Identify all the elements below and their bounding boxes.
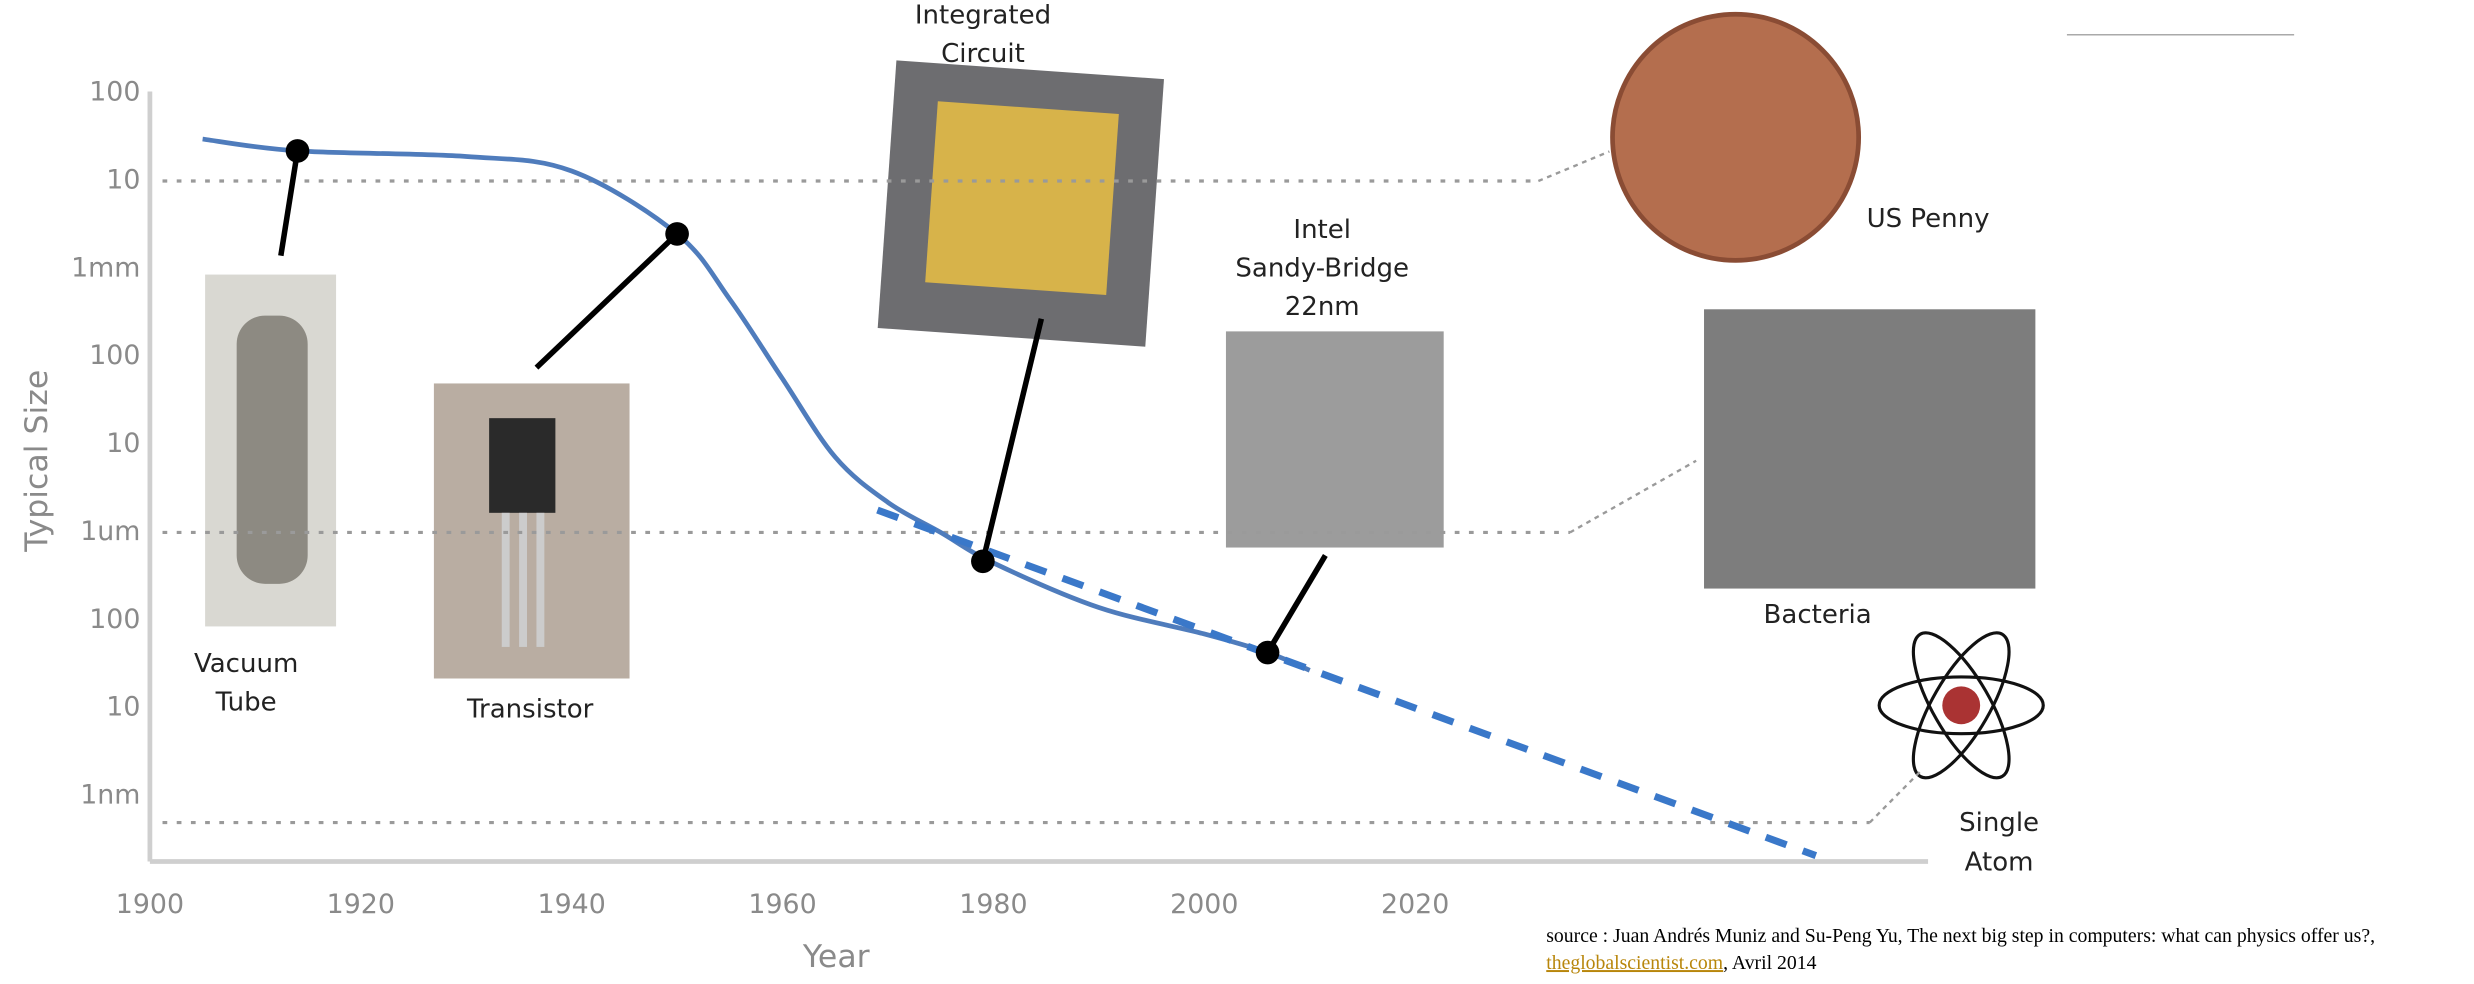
vacuum-tube-glass	[236, 315, 308, 584]
milestone-label: 22nm	[1285, 292, 1360, 322]
milestone-point	[1255, 640, 1280, 665]
trend-line	[202, 136, 1311, 673]
y-tick-label: 10	[106, 692, 140, 723]
y-tick-label: 100	[89, 604, 140, 635]
source-text: source : Juan Andrés Muniz and Su-Peng Y…	[1546, 925, 2375, 947]
milestone-label: Sandy-Bridge	[1235, 254, 1409, 284]
milestone-label: Circuit	[941, 39, 1025, 69]
pointer-line	[534, 231, 679, 370]
source-line: theglobalscientist.com, Avril 2014	[1546, 952, 1816, 974]
y-tick-label: 100	[89, 77, 140, 108]
milestone-label: Tube	[215, 687, 277, 717]
x-tick-label: 1940	[538, 889, 606, 920]
y-tick-label: 1nm	[80, 780, 140, 811]
pointer-line	[1265, 554, 1328, 654]
milestone-label: Integrated	[915, 0, 1051, 30]
x-tick-label: 1960	[748, 889, 816, 920]
reference-label: US Penny	[1867, 204, 1990, 234]
milestone-label: Intel	[1293, 215, 1351, 245]
y-tick-label: 1um	[80, 516, 140, 547]
pictures	[205, 11, 2295, 780]
atom-orbit	[1911, 631, 2011, 780]
y-tick-label: 10	[106, 164, 140, 195]
y-tick-label: 100	[89, 340, 140, 371]
transistor-leg	[536, 512, 545, 647]
chip-die	[925, 101, 1119, 295]
atom-orbit	[1911, 631, 2011, 780]
transistor-leg	[501, 512, 510, 647]
y-tick-label: 1mm	[71, 252, 140, 283]
source-date: , Avril 2014	[1723, 952, 1816, 974]
milestone-point	[971, 549, 995, 574]
milestone-label: Transistor	[466, 695, 594, 725]
x-axis-title: Year	[802, 939, 870, 975]
reference-leader	[1868, 769, 1923, 824]
y-tick-label: 10	[106, 428, 140, 459]
bacteria-image	[1704, 309, 2036, 589]
reference-label: Single	[1959, 808, 2039, 838]
y-axis-title: Typical Size	[19, 370, 55, 553]
trend-line	[876, 506, 1818, 859]
penny-image	[1610, 11, 1862, 263]
reference-leader	[1537, 150, 1610, 183]
transistor-leg	[519, 512, 527, 647]
pointer-line	[278, 150, 301, 257]
milestone-label: Vacuum	[194, 649, 298, 679]
reference-label: Bacteria	[1764, 600, 1872, 630]
x-tick-label: 1920	[327, 889, 395, 920]
atom-nucleus	[1942, 686, 1981, 725]
atom-image	[1877, 631, 2045, 780]
source-link[interactable]: theglobalscientist.com	[1546, 952, 1724, 974]
milestone-point	[285, 139, 310, 163]
x-tick-label: 1900	[116, 889, 184, 920]
milestone-point	[665, 222, 689, 246]
pointer-line	[980, 318, 1045, 562]
reference-label: Atom	[1965, 848, 2034, 878]
transistor-body	[489, 418, 556, 513]
x-tick-label: 2020	[1381, 889, 1449, 920]
x-tick-label: 1980	[959, 889, 1027, 920]
sandy-bridge-image	[1225, 331, 1444, 548]
atom-orbit	[1877, 675, 2045, 736]
x-tick-label: 2000	[1170, 889, 1238, 920]
reference-leader	[1569, 459, 1697, 534]
